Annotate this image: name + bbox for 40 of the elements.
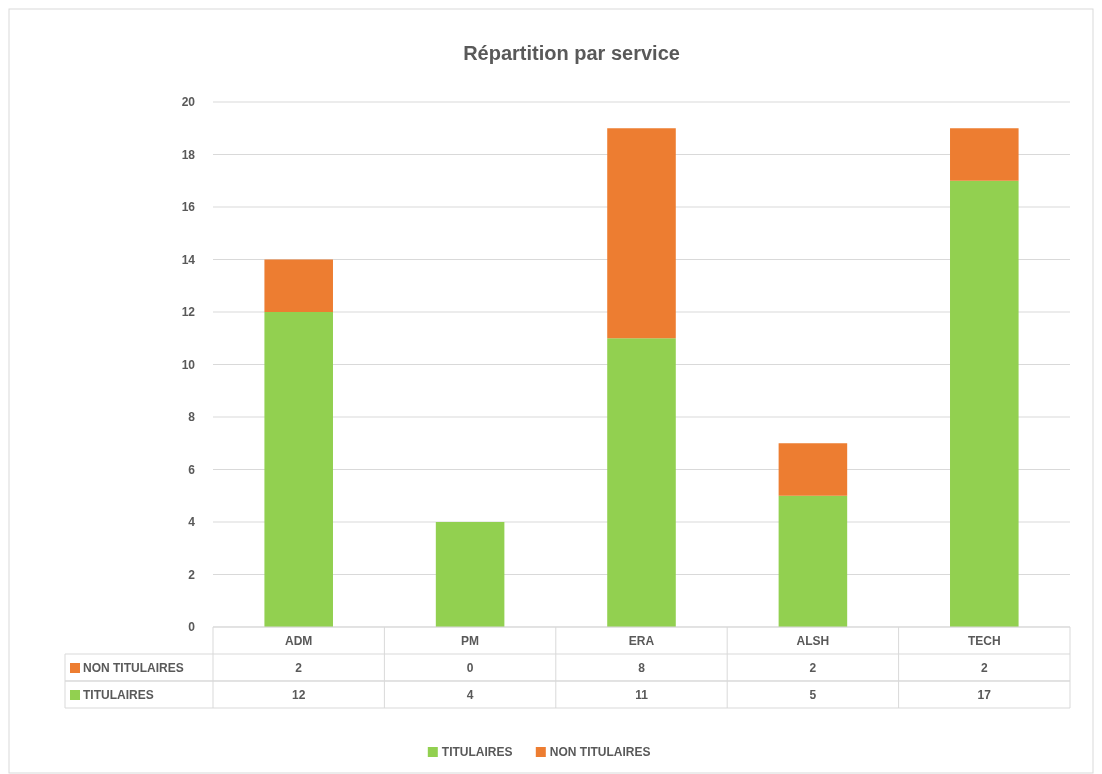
y-tick-label: 6 <box>188 462 196 477</box>
y-tick-label: 10 <box>181 357 196 372</box>
data-label: 12 <box>292 688 306 702</box>
text: NON TITULAIRES <box>549 745 651 759</box>
x-tick-label: ERA <box>628 634 655 648</box>
bar <box>264 312 333 627</box>
data-label: 17 <box>977 688 992 702</box>
bar <box>778 495 848 627</box>
y-tick-label: 4 <box>188 515 196 529</box>
data-label: 2 <box>809 661 817 675</box>
data-label: 8 <box>638 661 646 675</box>
data-label: 0 <box>466 661 474 675</box>
data-label: 2 <box>980 661 988 675</box>
y-tick-label: 20 <box>181 95 196 109</box>
bar <box>950 128 1019 181</box>
bar <box>435 522 505 627</box>
x-tick-label: ADM <box>285 634 313 648</box>
chart-title: Répartition par service <box>463 42 680 64</box>
legend-label: NON TITULAIRES <box>83 661 184 675</box>
bar <box>778 443 848 496</box>
bar <box>950 180 1019 627</box>
y-tick-label: 14 <box>181 252 196 267</box>
y-tick-label: 12 <box>181 305 196 319</box>
y-tick-label: 0 <box>188 620 196 634</box>
bar <box>264 259 333 312</box>
data-label: 5 <box>809 688 817 702</box>
text: TITULAIRES <box>83 688 154 702</box>
data-label: 4 <box>466 688 474 702</box>
x-tick-label: PM <box>461 634 480 648</box>
data-label: 11 <box>635 688 649 702</box>
x-tick-label: ALSH <box>796 634 830 648</box>
data-label: 2 <box>295 661 303 675</box>
x-tick-label: TECH <box>967 634 1001 648</box>
y-tick-label: 8 <box>188 410 196 424</box>
y-tick-label: 2 <box>188 567 196 582</box>
y-tick-label: 16 <box>181 200 196 214</box>
bar <box>607 128 676 339</box>
legend-label: TITULAIRES <box>441 745 513 759</box>
y-tick-label: 18 <box>181 147 196 162</box>
bar <box>607 338 676 627</box>
